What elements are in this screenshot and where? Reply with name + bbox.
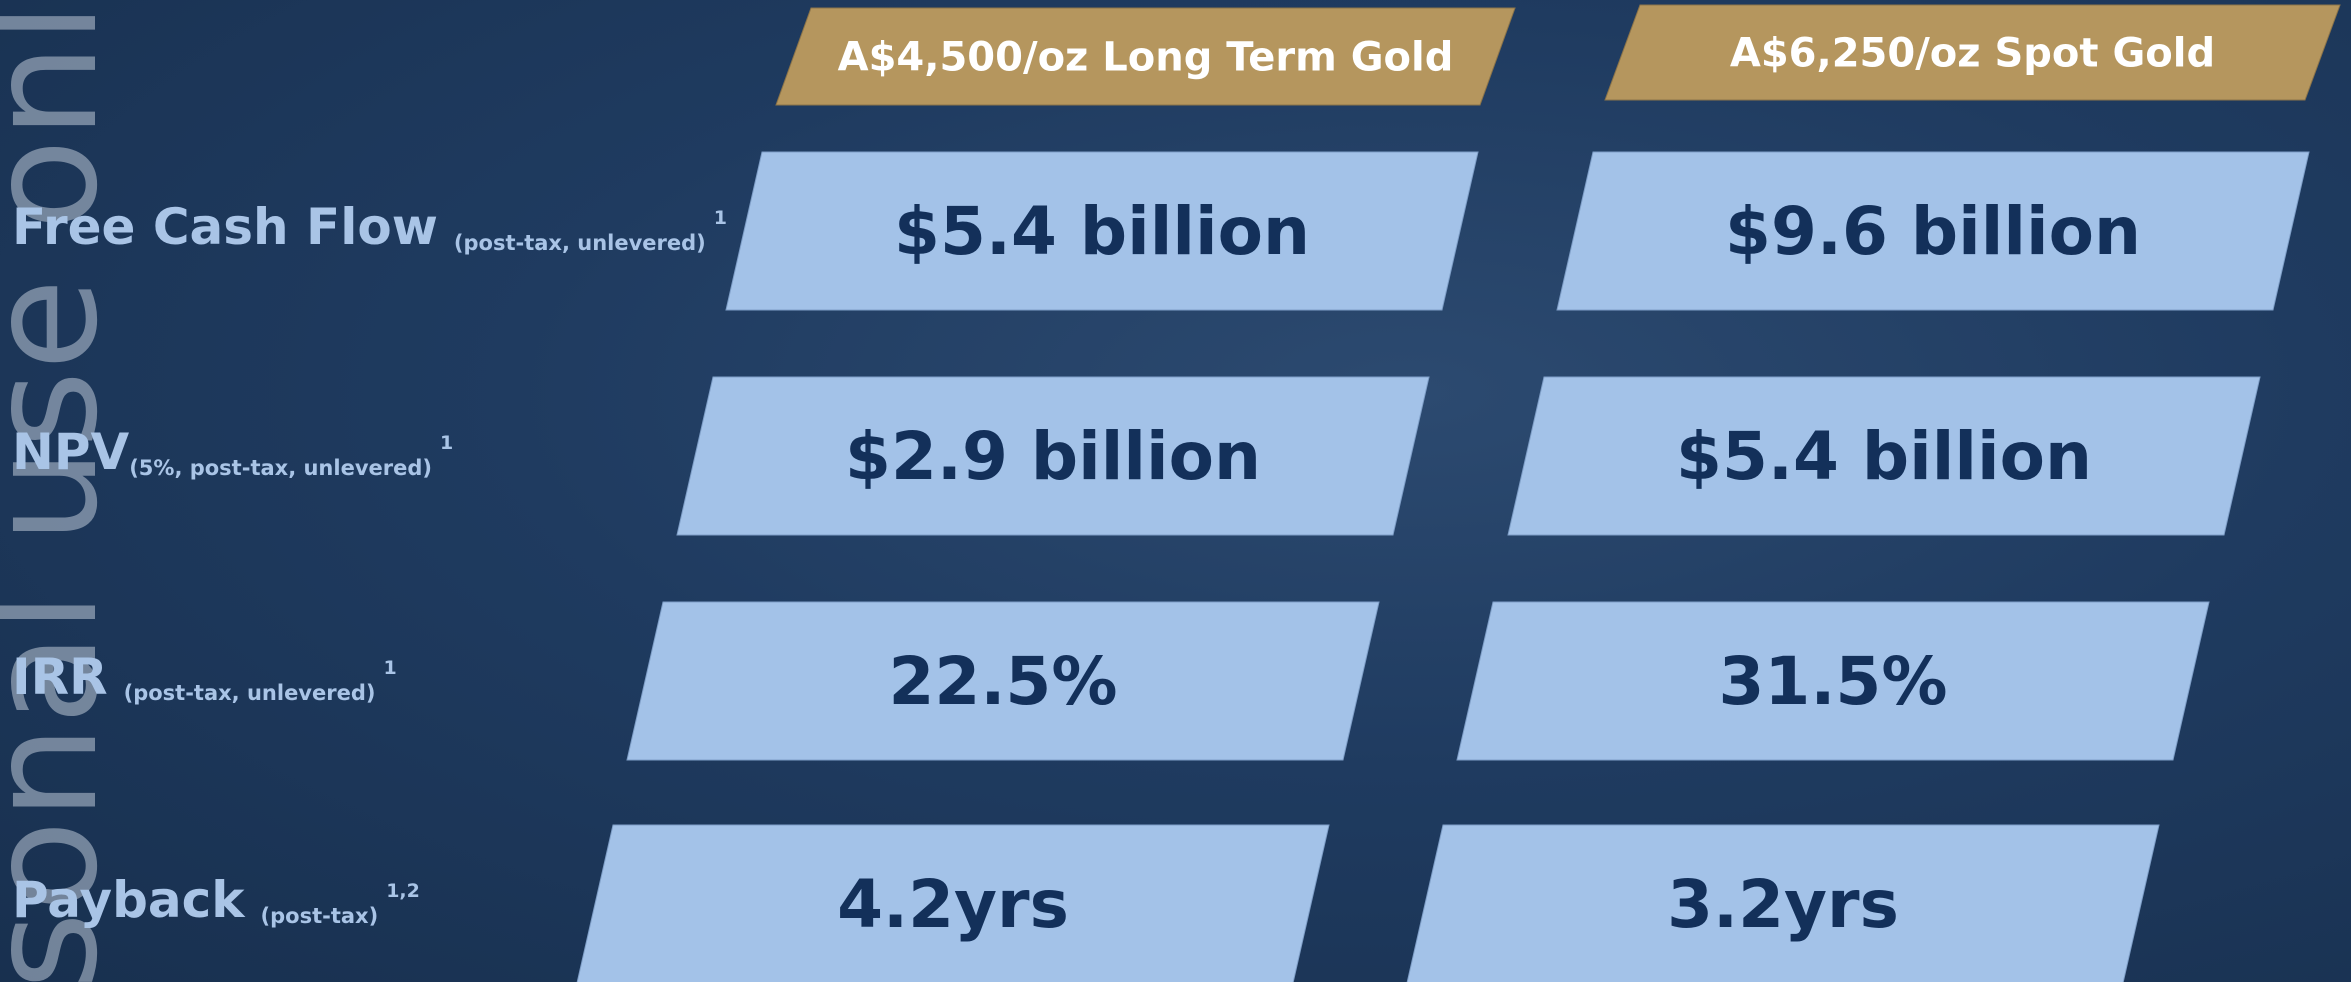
footnote-ref: 1	[383, 657, 396, 679]
value: $5.4 billion	[1676, 418, 2092, 495]
row-qualifier: (post-tax, unlevered)	[124, 681, 376, 705]
row-label-text: NPV	[12, 423, 129, 481]
row-qualifier: (5%, post-tax, unlevered)	[129, 456, 432, 480]
value: $5.4 billion	[894, 193, 1310, 270]
row-label-text: IRR	[12, 648, 108, 706]
row-qualifier: (post-tax, unlevered)	[454, 231, 706, 255]
value: $2.9 billion	[845, 418, 1261, 495]
row-label: IRR (post-tax, unlevered) 1	[12, 648, 397, 706]
slide: sonal use only A$4,500/oz Long Term Gold…	[0, 0, 2351, 982]
value: 31.5%	[1719, 643, 1948, 720]
value: 3.2yrs	[1667, 866, 1899, 943]
row-label: Payback (post-tax) 1,2	[12, 871, 420, 929]
row-qualifier: (post-tax)	[261, 904, 379, 928]
row-label: NPV(5%, post-tax, unlevered) 1	[12, 423, 453, 481]
value: $9.6 billion	[1725, 193, 2141, 270]
footnote-ref: 1,2	[386, 880, 420, 902]
column-header: A$4,500/oz Long Term Gold	[838, 35, 1454, 81]
value: 22.5%	[889, 643, 1118, 720]
slide-canvas: sonal use only A$4,500/oz Long Term Gold…	[0, 0, 2351, 982]
footnote-ref: 1	[440, 432, 453, 454]
row-label-text: Payback	[12, 871, 246, 929]
row-label: Free Cash Flow (post-tax, unlevered) 1	[12, 198, 727, 256]
row-label-text: Free Cash Flow	[12, 198, 438, 256]
watermark: sonal use only	[0, 0, 131, 982]
footnote-ref: 1	[714, 207, 727, 229]
value: 4.2yrs	[837, 866, 1069, 943]
column-header: A$6,250/oz Spot Gold	[1730, 31, 2215, 77]
